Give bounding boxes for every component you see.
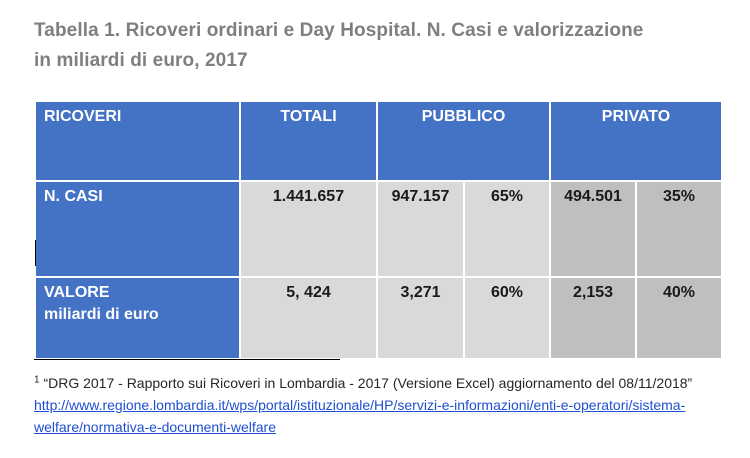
- data-table: RICOVERI TOTALI PUBBLICO PRIVATO N. CASI…: [34, 100, 723, 360]
- table-row: VALORE miliardi di euro 5, 424 3,271 60%…: [34, 276, 723, 360]
- cell-totali: 1.441.657: [239, 180, 378, 278]
- table-row: N. CASI 1.441.657 947.157 65% 494.501 35…: [34, 180, 723, 278]
- row-label: VALORE: [44, 284, 110, 301]
- footnote-link[interactable]: http://www.regione.lombardia.it/wps/port…: [34, 397, 686, 435]
- text-cursor: [35, 240, 36, 266]
- header-privato: PRIVATO: [549, 100, 723, 182]
- cell-privato-pct: 35%: [635, 180, 723, 278]
- header-row: RICOVERI TOTALI PUBBLICO PRIVATO: [34, 100, 723, 182]
- footnote-separator: [34, 359, 340, 360]
- title-line-2: in miliardi di euro, 2017: [34, 50, 248, 71]
- cell-privato-pct: 40%: [635, 276, 723, 360]
- row-label-sub: miliardi di euro: [44, 306, 159, 323]
- cell-pubblico: 3,271: [376, 276, 465, 360]
- cell-privato: 2,153: [549, 276, 637, 360]
- header-pubblico: PUBBLICO: [376, 100, 551, 182]
- title-line-1: Tabella 1. Ricoveri ordinari e Day Hospi…: [34, 20, 644, 41]
- cell-pubblico: 947.157: [376, 180, 465, 278]
- header-ricoveri: RICOVERI: [34, 100, 241, 182]
- cell-privato: 494.501: [549, 180, 637, 278]
- footnote-marker: 1: [34, 374, 40, 386]
- row-label-valore: VALORE miliardi di euro: [34, 276, 241, 360]
- row-label: N. CASI: [44, 188, 103, 205]
- cell-pubblico-pct: 65%: [463, 180, 551, 278]
- cell-totali: 5, 424: [239, 276, 378, 360]
- cell-pubblico-pct: 60%: [463, 276, 551, 360]
- row-label-n-casi: N. CASI: [34, 180, 241, 278]
- footnote-text: “DRG 2017 - Rapporto sui Ricoveri in Lom…: [39, 375, 693, 391]
- table-title: Tabella 1. Ricoveri ordinari e Day Hospi…: [34, 16, 724, 76]
- header-totali: TOTALI: [239, 100, 378, 182]
- footnote: 1 “DRG 2017 - Rapporto sui Ricoveri in L…: [34, 372, 734, 438]
